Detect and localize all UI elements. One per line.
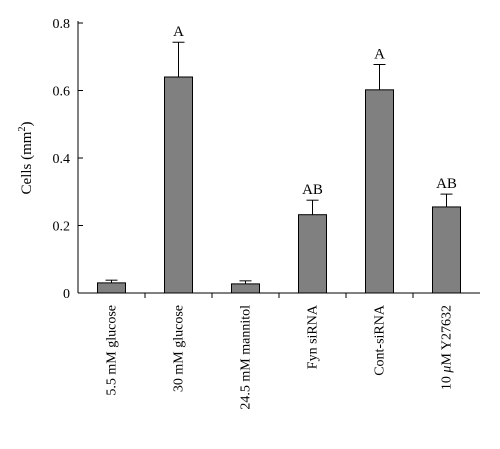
bar [164, 76, 193, 294]
significance-label: AB [302, 182, 323, 198]
significance-label: AB [436, 176, 457, 192]
x-category-label: 24.5 mM mannitol [239, 305, 254, 410]
x-category-label: 10 μM Y27632 [440, 305, 455, 390]
y-tick-label: 0 [63, 287, 70, 302]
x-category-label: Cont-siRNA [373, 304, 388, 376]
bar [365, 89, 394, 294]
x-category-label: Fyn siRNA [306, 304, 321, 369]
y-tick-label: 0.6 [53, 85, 71, 100]
bar [298, 214, 327, 294]
x-category-label: 30 mM glucose [172, 305, 187, 392]
x-category-label: 5.5 mM glucose [105, 305, 120, 396]
bar [231, 283, 260, 294]
y-axis-title: Cells (mm2) [17, 122, 35, 195]
significance-label: A [173, 24, 184, 40]
y-tick-label: 0.8 [53, 17, 71, 32]
y-tick-label: 0.2 [53, 220, 71, 235]
y-tick-label: 0.4 [53, 152, 71, 167]
bar [97, 282, 126, 294]
bar [432, 206, 461, 294]
significance-label: A [374, 47, 385, 63]
plot-area: 0 0.2 0.4 0.6 0.8 5.5 mM glucose A 30 mM glucos… [53, 17, 480, 410]
